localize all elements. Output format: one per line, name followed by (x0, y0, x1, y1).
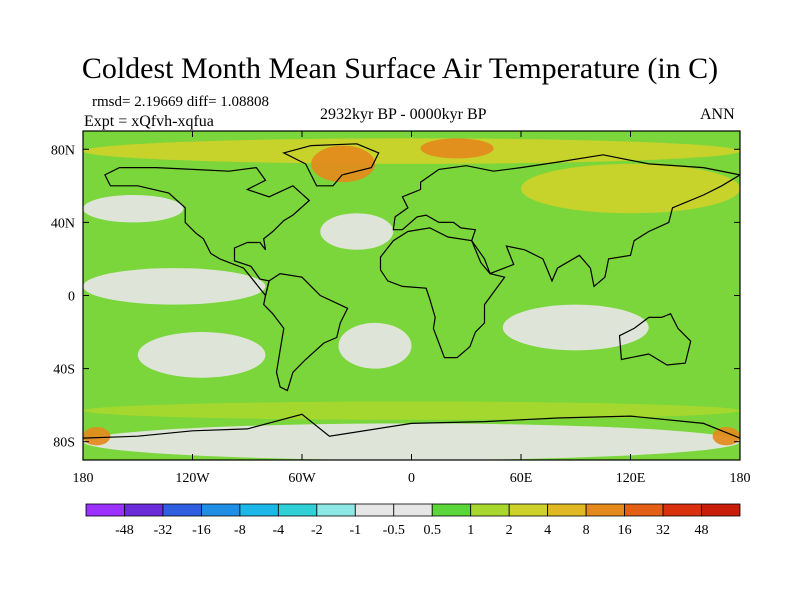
anomaly-region-scandinavia-warm (420, 138, 494, 159)
colorbar-box (431, 503, 472, 517)
x-tick-label: 120W (175, 471, 210, 486)
colorbar-box (239, 503, 279, 517)
colorbar-label: 0.5 (423, 523, 441, 538)
coastline-africa (379, 227, 506, 359)
colorbar-box (508, 503, 549, 517)
colorbar-label: 1 (467, 523, 474, 538)
colorbar-label: 4 (544, 523, 551, 538)
season-label: ANN (700, 106, 735, 123)
colorbar-box (354, 503, 395, 517)
colorbar-label: -8 (234, 523, 246, 538)
colorbar-label: 16 (618, 523, 632, 538)
stats-text: rmsd= 2.19669 diff= 1.08808 (92, 94, 270, 110)
colorbar-box (470, 503, 510, 517)
coastline-eurasia (392, 154, 740, 288)
colorbar-box (85, 503, 125, 517)
anomaly-region-tropical-pacific-neutral (83, 268, 266, 305)
anomaly-region-greenland-hotspot (311, 145, 375, 183)
colorbar-box (316, 503, 356, 517)
anomaly-region-weddell-hotspot (712, 427, 740, 446)
colorbar-label: 8 (583, 523, 590, 538)
colorbar-box (201, 503, 241, 517)
x-tick-label: 0 (408, 471, 415, 486)
anomaly-region-southern-ocean-band (83, 401, 740, 420)
x-tick-label: 180 (73, 471, 94, 486)
colorbar-label: -48 (115, 523, 134, 538)
y-tick-label: 80N (51, 143, 75, 158)
colorbar-box (624, 503, 664, 517)
colorbar-box (124, 503, 164, 517)
y-tick-label: 0 (68, 290, 75, 305)
anomaly-region-arctic-warm-band (83, 138, 740, 164)
anomaly-region-south-atlantic-neutral (338, 322, 412, 369)
colorbar-box (277, 503, 318, 517)
experiment-label: Expt = xQfvh-xqfua (84, 113, 214, 130)
colorbar-box (547, 503, 587, 517)
colorbar-label: -2 (311, 523, 323, 538)
colorbar-label: -4 (273, 523, 285, 538)
anomaly-region-north-atlantic-neutral (320, 213, 394, 250)
colorbar-label: 32 (656, 523, 670, 538)
y-tick-label: 40S (53, 363, 75, 378)
x-tick-label: 60E (510, 471, 533, 486)
colorbar-box (162, 503, 202, 517)
coastline-antarctica (83, 413, 740, 439)
anomaly-region-north-pacific-neutral (83, 194, 184, 223)
colorbar-label: -0.5 (383, 523, 405, 538)
x-tick-label: 120E (616, 471, 646, 486)
coastline-australia (618, 313, 692, 366)
period-label: 2932kyr BP - 0000kyr BP (320, 106, 487, 123)
colorbar-box (701, 503, 741, 517)
x-tick-label: 60W (288, 471, 316, 486)
colorbar-label: -1 (349, 523, 361, 538)
anomaly-region-south-pacific-neutral (137, 332, 266, 378)
anomaly-region-siberia-band (521, 163, 740, 214)
colorbar-box (393, 503, 433, 517)
y-tick-label: 40N (51, 216, 75, 231)
colorbar-label: -32 (154, 523, 173, 538)
colorbar-label: 48 (695, 523, 709, 538)
y-tick-label: 80S (53, 436, 75, 451)
colorbar-label: -16 (192, 523, 211, 538)
coastline-north-america (104, 166, 311, 297)
anomaly-region-ross-sea-hotspot (83, 427, 111, 446)
colorbar-label: 2 (506, 523, 513, 538)
anomaly-region-antarctic-coast-neutral (83, 423, 740, 460)
coastline-south-america (263, 272, 349, 392)
coastline-greenland (282, 143, 380, 187)
colorbar-box (662, 503, 702, 517)
chart-title: Coldest Month Mean Surface Air Temperatu… (81, 52, 719, 85)
colorbar-box (585, 503, 625, 517)
anomaly-region-indian-ocean-neutral (502, 304, 649, 351)
x-tick-label: 180 (730, 471, 751, 486)
